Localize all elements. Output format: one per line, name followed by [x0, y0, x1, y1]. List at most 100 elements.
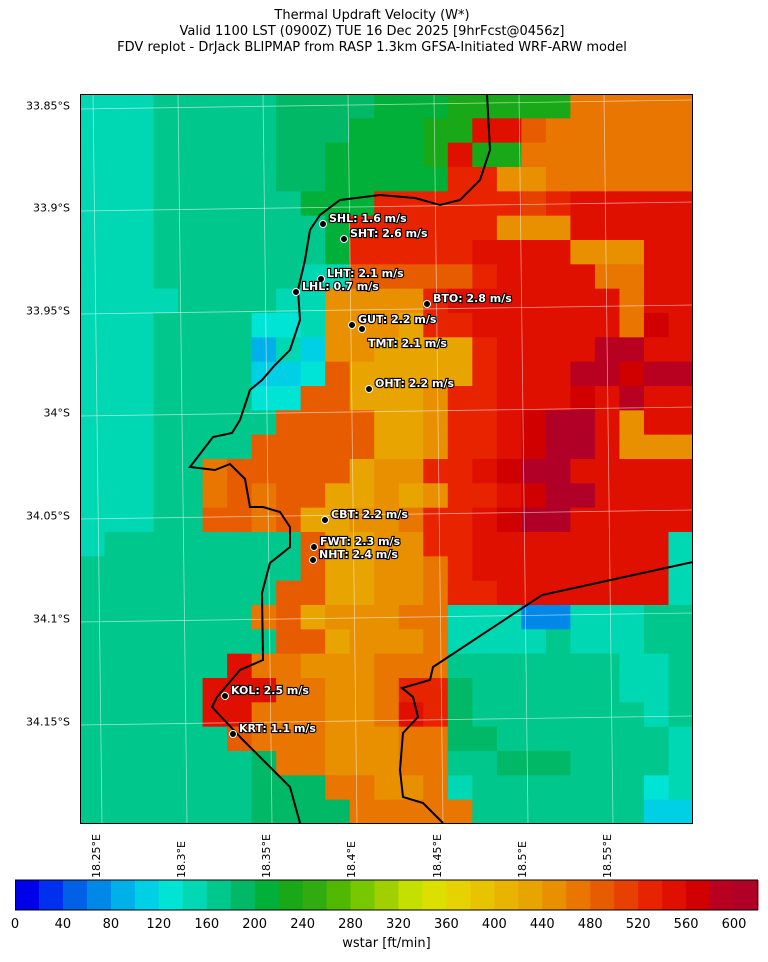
grid-cell — [300, 215, 326, 241]
grid-cell — [80, 313, 106, 338]
grid-cell — [202, 751, 228, 776]
meridian-line — [603, 94, 614, 824]
grid-cell — [374, 118, 400, 144]
grid-cell — [129, 459, 155, 484]
grid-cell — [545, 751, 571, 776]
grid-cell — [202, 653, 228, 679]
grid-cell — [104, 167, 130, 192]
grid-cell — [423, 361, 449, 387]
grid-cell — [80, 605, 106, 630]
station-marker[interactable] — [348, 321, 356, 329]
station-marker[interactable] — [221, 692, 229, 700]
grid-cell — [349, 507, 375, 533]
grid-cell — [202, 361, 228, 387]
grid-cell — [129, 337, 155, 363]
station-marker[interactable] — [319, 220, 327, 228]
grid-cell — [447, 386, 473, 411]
grid-cell — [521, 507, 547, 533]
grid-cell — [129, 702, 155, 728]
grid-cell — [643, 264, 670, 290]
grid-cell — [129, 434, 155, 460]
colorbar-tick-label: 480 — [577, 917, 603, 932]
station-marker[interactable] — [292, 288, 300, 296]
grid-cell — [202, 191, 228, 217]
grid-cell — [398, 653, 424, 679]
grid-cell — [374, 556, 400, 582]
grid-cell — [398, 410, 424, 436]
station-label: GUT: 2.2 m/s — [358, 313, 437, 326]
grid-cell — [423, 751, 449, 776]
grid-cell — [349, 459, 375, 484]
grid-cell — [104, 142, 130, 168]
grid-cell — [104, 580, 130, 606]
grid-cell — [423, 507, 449, 533]
grid-cell — [227, 167, 253, 192]
grid-cell — [202, 288, 228, 314]
grid-cell — [349, 434, 375, 460]
station-marker[interactable] — [229, 730, 237, 738]
grid-cell — [423, 629, 449, 655]
grid-cell — [472, 191, 498, 217]
grid-cell — [349, 167, 375, 192]
grid-cell — [104, 313, 130, 338]
grid-cell — [300, 361, 326, 387]
grid-cell — [374, 240, 400, 265]
grid-cell — [594, 629, 621, 655]
grid-cell — [496, 751, 522, 776]
grid-cell — [668, 337, 693, 363]
grid-cell — [472, 653, 498, 679]
grid-cell — [202, 605, 228, 630]
grid-cell — [80, 775, 106, 801]
grid-cell — [80, 653, 106, 679]
grid-cell — [619, 507, 645, 533]
colorbar-tick-label: 40 — [54, 917, 72, 932]
grid-cell — [104, 483, 130, 509]
grid-cell — [619, 653, 645, 679]
station-marker[interactable] — [309, 556, 317, 564]
grid-cell — [276, 434, 302, 460]
grid-cell — [227, 775, 253, 801]
grid-cell — [276, 313, 302, 338]
grid-cell — [398, 313, 424, 338]
grid-cell — [594, 240, 621, 265]
parallel-line — [80, 509, 693, 520]
station-marker[interactable] — [321, 516, 329, 524]
grid-cell — [251, 775, 277, 801]
grid-cell — [447, 410, 473, 436]
station-marker[interactable] — [317, 275, 325, 283]
grid-cell — [398, 215, 424, 241]
colorbar-tick-label: 320 — [386, 917, 411, 932]
grid-cell — [153, 361, 179, 387]
grid-cell — [300, 386, 326, 411]
station-marker[interactable] — [365, 385, 373, 393]
grid-cell — [619, 483, 645, 509]
grid-cell — [325, 337, 351, 363]
grid-cell — [325, 361, 351, 387]
grid-cell — [153, 459, 179, 484]
meridian-line — [177, 94, 188, 824]
grid-cell — [80, 337, 106, 363]
station-marker[interactable] — [423, 300, 431, 308]
grid-cell — [521, 313, 547, 338]
grid-cell — [643, 410, 670, 436]
grid-cell — [643, 240, 670, 265]
longitude-label: 18.5°E — [516, 841, 529, 878]
grid-cell — [521, 410, 547, 436]
grid-cell — [178, 629, 204, 655]
grid-cell — [129, 507, 155, 533]
station-marker[interactable] — [310, 543, 318, 551]
grid-cell — [300, 726, 326, 752]
grid-cell — [447, 118, 473, 144]
grid-cell — [202, 580, 228, 606]
grid-cell — [129, 215, 155, 241]
colorbar-tick-label: 520 — [625, 917, 651, 932]
grid-cell — [643, 580, 670, 606]
grid-cell — [619, 751, 645, 776]
station-marker[interactable] — [358, 325, 366, 333]
grid-cell — [472, 459, 498, 484]
grid-cell — [496, 167, 522, 192]
grid-cell — [545, 410, 571, 436]
grid-cell — [251, 532, 277, 557]
station-marker[interactable] — [340, 235, 348, 243]
grid-cell — [227, 118, 253, 144]
